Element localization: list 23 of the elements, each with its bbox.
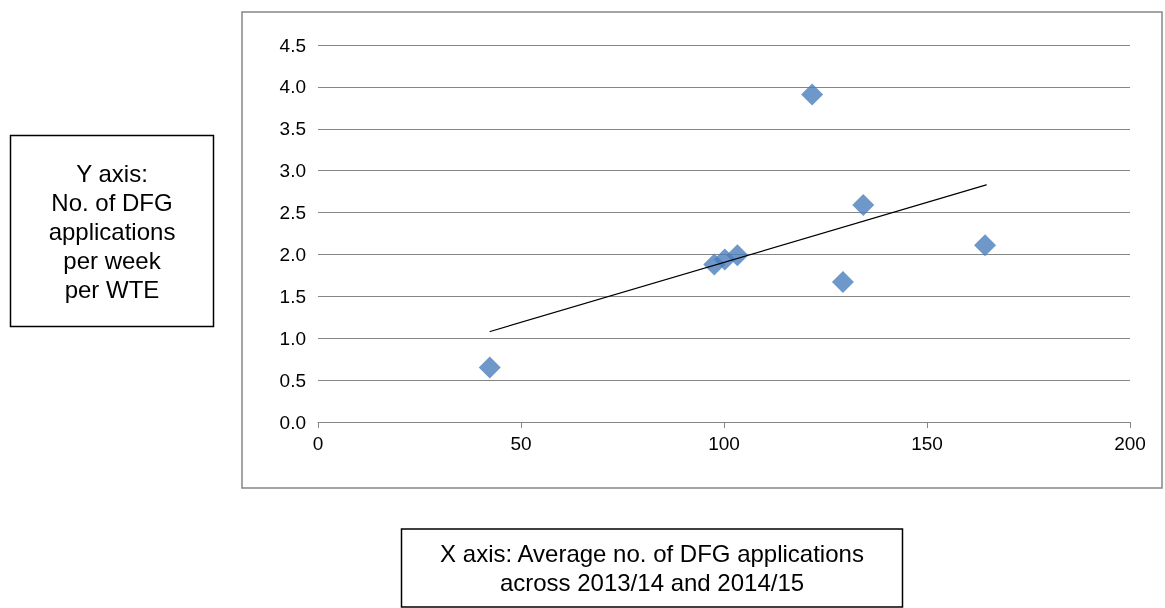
y-axis-title: Y axis: No. of DFG applications per week per WTE xyxy=(48,159,176,303)
y-tick-label: 1.0 xyxy=(279,327,306,349)
point xyxy=(831,271,854,294)
point xyxy=(726,244,749,267)
y-tick-label: 1.5 xyxy=(279,285,306,307)
x-tick-label: 100 xyxy=(708,433,740,454)
y-tick-label: 0.0 xyxy=(279,411,306,433)
x-tick-label: 0 xyxy=(312,433,324,454)
x-tick-label: 50 xyxy=(510,433,532,454)
point xyxy=(478,356,501,379)
x-tick-label: 150 xyxy=(911,433,943,454)
y-tick-label: 3.5 xyxy=(279,118,306,140)
point xyxy=(852,194,875,217)
y-tick-label: 4.5 xyxy=(279,34,306,56)
y-tick-label: 3.0 xyxy=(279,160,306,182)
y-tick-label: 2.0 xyxy=(279,243,306,265)
point xyxy=(974,234,997,257)
x-tick-label: 200 xyxy=(1114,433,1146,454)
y-tick-label: 4.0 xyxy=(279,76,306,98)
x-axis-title: X axis: Average no. of DFG applications across 2013/14 and 2014/15 xyxy=(440,540,864,596)
point xyxy=(801,83,824,106)
y-tick-label: 2.5 xyxy=(279,202,306,224)
y-tick-label: 0.5 xyxy=(279,369,306,391)
